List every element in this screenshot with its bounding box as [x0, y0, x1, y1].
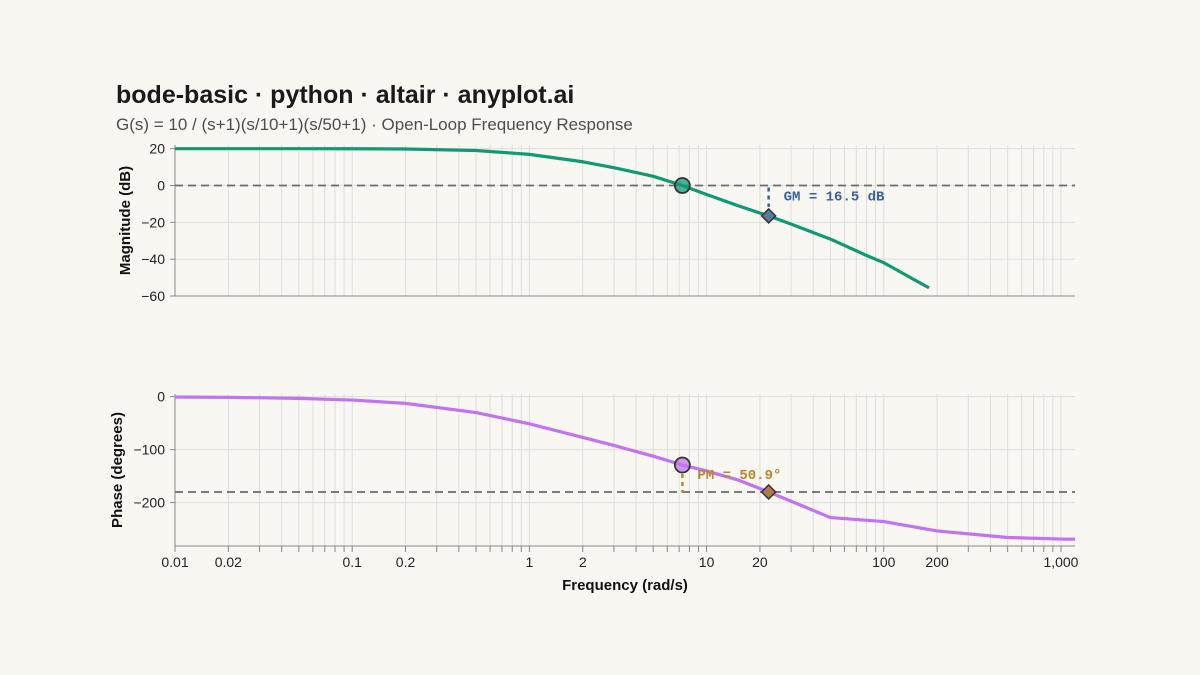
x-tick-label: 2 — [579, 554, 587, 570]
magnitude-y-axis-title: Magnitude (dB) — [117, 166, 134, 275]
x-tick-label: 20 — [752, 554, 768, 570]
x-tick-label: 1 — [525, 554, 533, 570]
phase-y-tick-label: 0 — [157, 389, 165, 405]
chart-title: bode-basic · python · altair · anyplot.a… — [116, 81, 574, 109]
magnitude-y-tick-label: −60 — [141, 288, 165, 304]
magnitude-panel: 20 0 −20 −40 −60 Magnitude (dB) GM = 16.5 dB — [117, 141, 1075, 304]
magnitude-y-tick-label: 0 — [157, 178, 165, 194]
magnitude-y-tick-label: 20 — [149, 141, 165, 157]
magnitude-margin-marker — [760, 207, 777, 224]
phase-series-line — [175, 395, 1075, 541]
x-axis-title: Frequency (rad/s) — [562, 577, 688, 594]
phase-y-tick-label: −200 — [133, 495, 165, 511]
phase-y-axis-title: Phase (degrees) — [109, 412, 126, 528]
gain-margin-label: GM = 16.5 dB — [784, 190, 885, 206]
x-tick-label: 10 — [699, 554, 715, 570]
x-tick-label: 1,000 — [1043, 554, 1078, 570]
x-tick-label: 0.2 — [396, 554, 416, 570]
phase-panel: 0 −100 −200 Phase (degrees) PM = 50.9° — [109, 389, 1075, 547]
x-tick-label: 200 — [925, 554, 949, 570]
magnitude-y-tick-label: −20 — [141, 214, 165, 230]
x-tick-label: 100 — [872, 554, 896, 570]
x-tick-label: 0.02 — [215, 554, 242, 570]
phase-margin-marker — [760, 483, 777, 501]
x-tick-label: 0.01 — [161, 554, 188, 570]
chart-subtitle: G(s) = 10 / (s+1)(s/10+1)(s/50+1) · Open… — [116, 115, 633, 134]
phase-margin-label: PM = 50.9° — [697, 468, 781, 484]
magnitude-y-tick-label: −40 — [141, 251, 165, 267]
magnitude-crossover-marker — [673, 177, 691, 194]
phase-crossover-marker — [673, 456, 691, 474]
phase-y-tick-label: −100 — [133, 442, 165, 458]
magnitude-series-line — [175, 147, 930, 290]
x-tick-label: 0.1 — [342, 554, 362, 570]
